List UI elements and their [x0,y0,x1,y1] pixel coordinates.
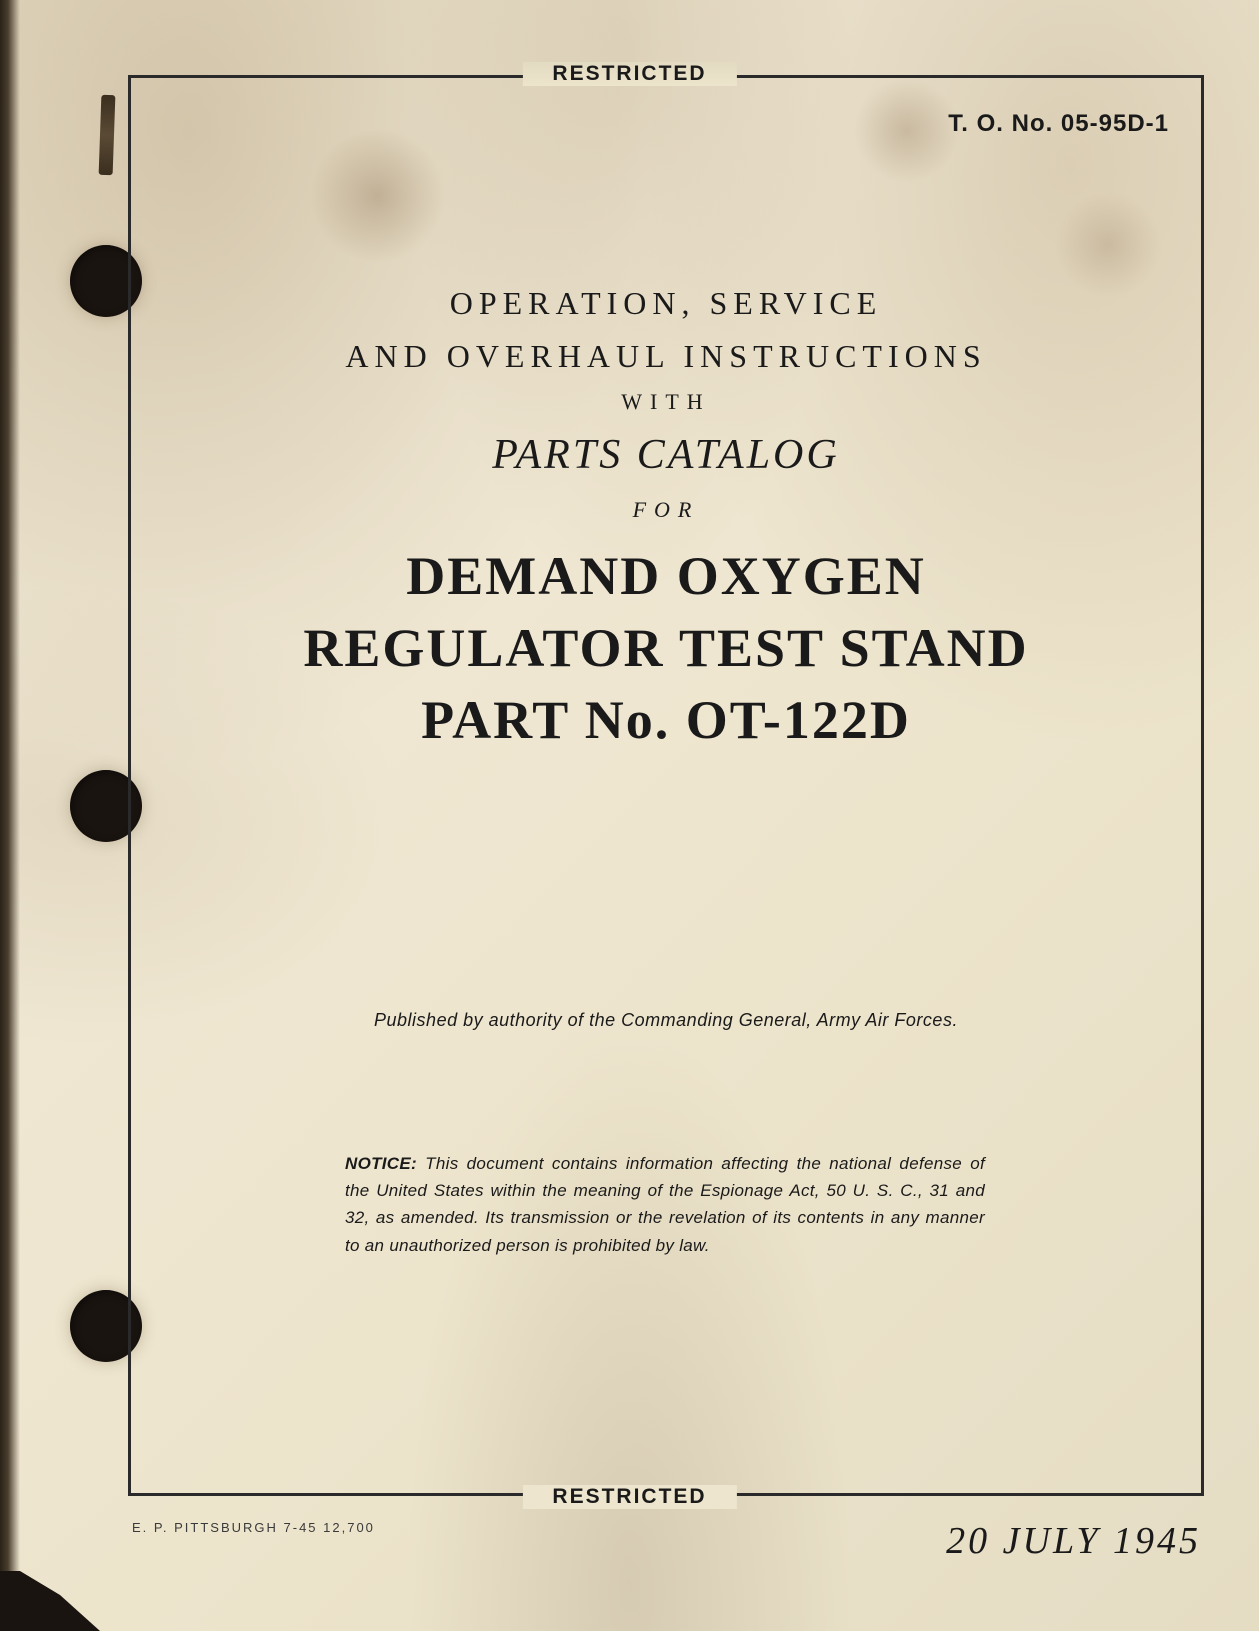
title-line-6: DEMAND OXYGEN [128,545,1204,607]
security-notice: NOTICE: This document contains informati… [345,1150,985,1259]
title-line-1: OPERATION, SERVICE [128,285,1204,322]
printer-code: E. P. PITTSBURGH 7-45 12,700 [132,1520,375,1535]
classification-top: RESTRICTED [522,62,736,86]
staple-mark [99,95,116,175]
title-block: OPERATION, SERVICE AND OVERHAUL INSTRUCT… [128,285,1204,751]
notice-text: This document contains information affec… [345,1154,985,1255]
publisher-line: Published by authority of the Commanding… [128,1010,1204,1031]
title-line-8: PART No. OT-122D [128,689,1204,751]
classification-bottom: RESTRICTED [522,1485,736,1509]
left-binding-edge [0,0,20,1631]
title-line-5: FOR [128,497,1204,523]
title-line-3: WITH [128,389,1204,415]
title-line-7: REGULATOR TEST STAND [128,617,1204,679]
torn-corner [0,1571,100,1631]
title-line-4: PARTS CATALOG [128,431,1204,479]
publication-date: 20 JULY 1945 [946,1519,1201,1563]
technical-order-number: T. O. No. 05-95D-1 [948,110,1169,138]
title-line-2: AND OVERHAUL INSTRUCTIONS [128,338,1204,375]
notice-label: NOTICE: [345,1154,417,1173]
